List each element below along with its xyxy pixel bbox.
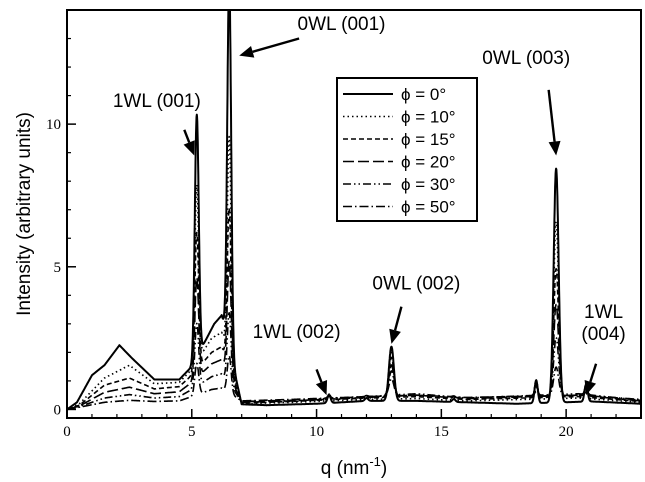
peak-annotation-label: 0WL (002) [372,274,460,295]
x-axis-label-sup: -1 [369,454,381,469]
x-tick-label: 10 [309,424,324,440]
annotation-arrow-head [389,328,401,344]
legend-entry-label: ϕ = 0° [401,85,446,104]
peak-annotation-label: 1WL (001) [113,91,201,112]
legend-entry-label: ϕ = 20° [401,153,456,172]
legend-entry-label: ϕ = 10° [401,108,456,127]
y-axis-label: Intensity (arbitrary units) [14,112,35,316]
peak-annotation-label: 1WL (004) [581,302,625,345]
annotation-arrow-head [239,46,255,58]
legend: ϕ = 0° ϕ = 10° ϕ = 15° ϕ = 20° ϕ = 30° ϕ = 50… [336,77,478,222]
annotation-arrow-shaft [315,369,323,383]
x-axis-label-base: q (nm [321,458,370,479]
annotation-line: (004) [581,324,625,345]
annotation-arrow-head [548,140,561,156]
annotation-line: 0WL (002) [372,274,460,295]
y-tick-label: 5 [54,260,62,276]
series-line [67,135,641,411]
legend-box [336,77,478,222]
annotation-arrow-head [183,140,195,156]
annotation-arrow-shaft [547,89,556,142]
annotation-arrow-shaft [589,363,598,383]
plot-frame [66,9,642,419]
x-tick-label: 15 [434,424,449,440]
annotation-line: 0WL (003) [482,48,570,69]
legend-entry-label: ϕ = 50° [401,198,456,217]
legend-entry-label: ϕ = 15° [401,130,456,149]
axis-ticks: 0 5 10 15 20 0 5 10 [46,37,617,440]
x-axis-label: q (nm-1) [321,454,387,479]
peak-annotation-label: 1WL (002) [253,322,341,343]
series-line [67,10,641,411]
annotation-arrow-head [584,380,597,396]
series-line [67,355,641,411]
annotation-arrow-shaft [183,129,191,143]
series-group [67,10,641,411]
series-line [67,207,641,411]
x-tick-label: 0 [63,424,71,440]
annotation-line: 1WL [584,302,623,323]
peak-annotations: 0WL (001) 1WL (001) 0WL (003) 0WL (002) 1WL … [113,14,626,396]
peak-annotation-label: 0WL (003) [482,48,570,69]
annotation-arrow-shaft [393,306,403,331]
legend-entry-label: ϕ = 30° [401,175,456,194]
annotation-arrow-shaft [252,37,300,53]
x-tick-label: 5 [188,424,196,440]
peak-annotation-label: 0WL (001) [298,14,386,35]
annotation-line: 0WL (001) [298,14,386,35]
annotation-arrow-head [315,379,328,396]
annotation-line: 1WL (001) [113,91,201,112]
y-tick-label: 0 [54,402,62,418]
x-axis-label-end: ) [381,458,387,479]
y-tick-label: 10 [46,117,61,133]
x-tick-label: 20 [559,424,574,440]
annotation-line: 1WL (002) [253,322,341,343]
